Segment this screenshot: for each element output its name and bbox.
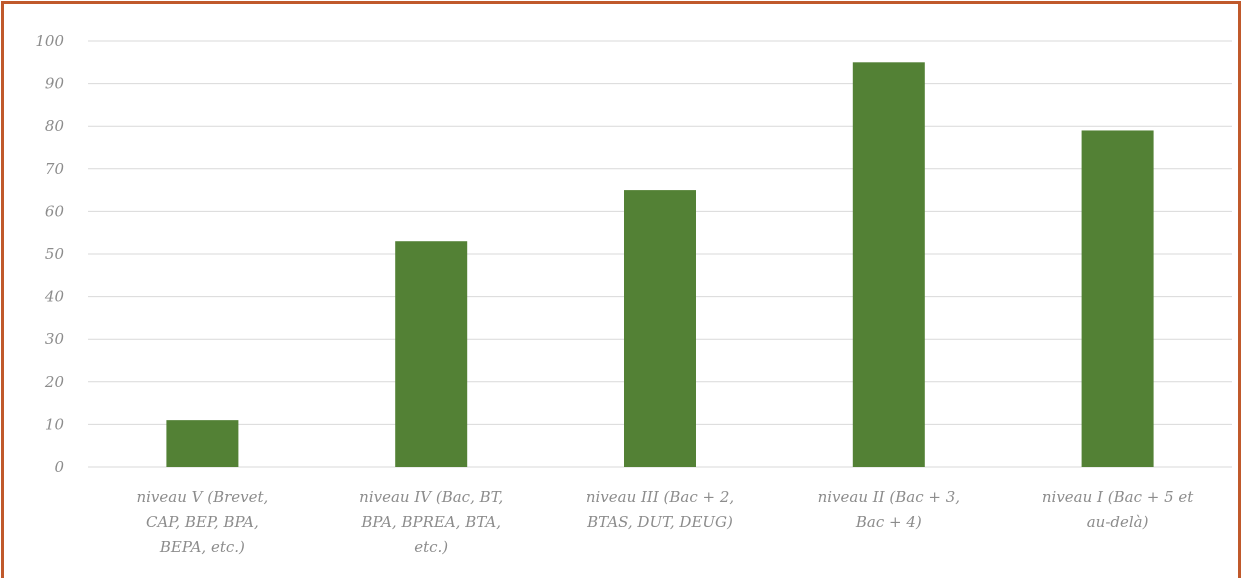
x-category-label: niveau I (Bac + 5 et au-delà) <box>1042 488 1194 531</box>
y-tick-label: 30 <box>45 330 65 348</box>
x-category-label: niveau IV (Bac, BT, BPA, BPREA, BTA, etc.) <box>359 488 503 556</box>
y-tick-label: 60 <box>45 202 65 220</box>
y-tick-label: 20 <box>44 373 65 391</box>
bar <box>852 62 925 468</box>
y-tick-label: 10 <box>45 415 65 433</box>
bar <box>1081 130 1154 467</box>
bar <box>166 420 239 467</box>
x-category-label: niveau III (Bac + 2, BTAS, DUT, DEUG) <box>586 488 734 531</box>
bar <box>395 241 468 467</box>
y-tick-label: 50 <box>45 245 65 263</box>
y-tick-label: 40 <box>44 288 65 306</box>
y-tick-label: 80 <box>45 117 65 135</box>
y-tick-label: 0 <box>54 458 64 476</box>
bar <box>624 190 696 467</box>
y-tick-label: 100 <box>35 32 64 50</box>
x-category-label: niveau V (Brevet, CAP, BEP, BPA, BEPA, etc… <box>136 488 268 556</box>
y-tick-label: 90 <box>45 75 65 93</box>
x-category-label: niveau II (Bac + 3, Bac + 4) <box>818 488 960 531</box>
y-tick-label: 70 <box>45 160 65 178</box>
